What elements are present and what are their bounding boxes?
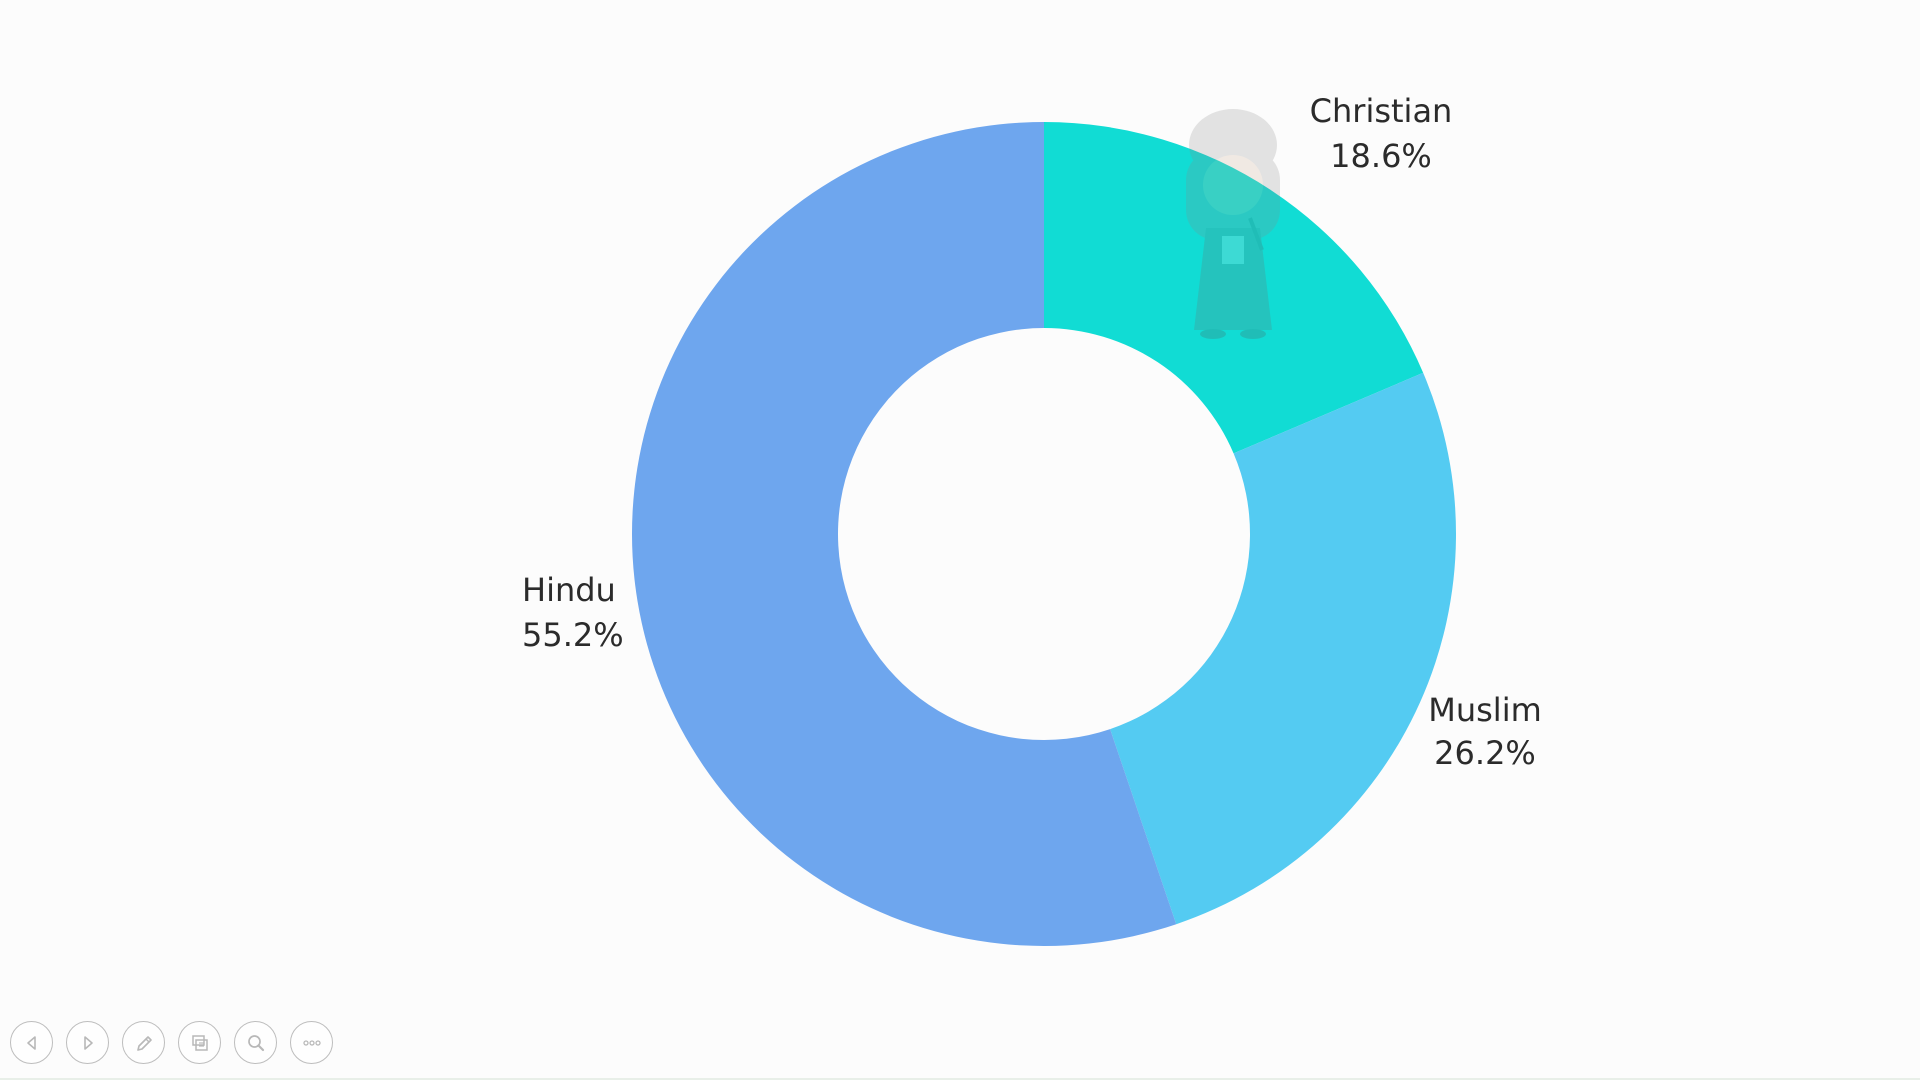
triangle-left-icon	[26, 1035, 36, 1050]
slice-label-hindu: Hindu	[522, 571, 616, 609]
slices-layer	[632, 122, 1456, 947]
slice-christian	[1044, 122, 1424, 454]
mascot-watermark	[1186, 109, 1280, 339]
slice-muslim	[1110, 372, 1456, 925]
slice-value-muslim: 26.2%	[1434, 734, 1536, 772]
slides-icon	[191, 1034, 208, 1051]
next-slide-button[interactable]	[66, 1021, 109, 1064]
slice-hindu	[632, 122, 1177, 947]
slides-grid-button[interactable]	[178, 1021, 221, 1064]
more-options-button[interactable]	[290, 1021, 333, 1064]
ellipsis-icon	[302, 1039, 321, 1046]
pen-button[interactable]	[122, 1021, 165, 1064]
slice-label-christian: Christian	[1310, 92, 1453, 130]
slice-value-christian: 18.6%	[1330, 137, 1432, 175]
slice-value-hindu: 55.2%	[522, 616, 624, 654]
zoom-button[interactable]	[234, 1021, 277, 1064]
magnifier-icon	[247, 1034, 264, 1051]
slice-label-muslim: Muslim	[1428, 691, 1542, 729]
bottom-divider	[0, 1078, 1920, 1080]
presentation-toolbar	[10, 1021, 333, 1064]
pen-icon	[136, 1035, 152, 1051]
triangle-right-icon	[83, 1035, 93, 1050]
labels-layer: Christian 18.6% Muslim 26.2% Hindu 55.2%	[522, 92, 1542, 772]
previous-slide-button[interactable]	[10, 1021, 53, 1064]
